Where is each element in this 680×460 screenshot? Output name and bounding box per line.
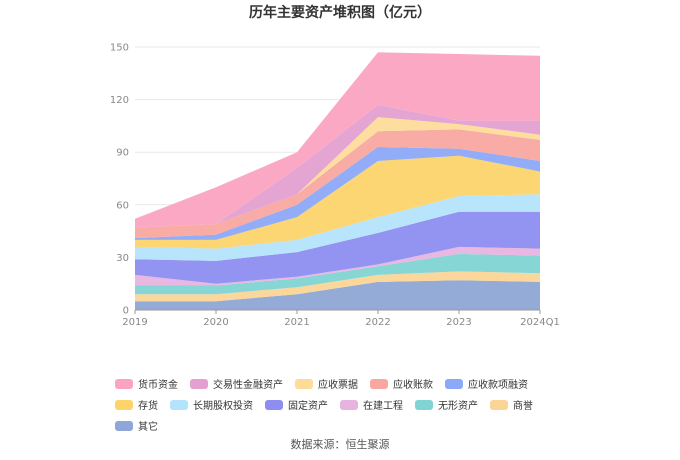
legend-swatch: [190, 378, 208, 389]
legend-swatch: [295, 378, 313, 389]
legend-swatch: [415, 399, 433, 410]
legend-item[interactable]: 无形资产: [415, 398, 478, 412]
legend-swatch: [115, 378, 133, 389]
legend-item[interactable]: 交易性金融资产: [190, 377, 283, 391]
area-series-9: [135, 129, 540, 239]
legend-item[interactable]: 存货: [115, 398, 158, 412]
legend-label: 存货: [138, 401, 158, 412]
legend-swatch: [445, 378, 463, 389]
legend-swatch: [340, 399, 358, 410]
legend-label: 应收票据: [318, 380, 358, 391]
legend-item[interactable]: 在建工程: [340, 398, 403, 412]
y-tick-label: 150: [110, 43, 129, 54]
legend-swatch: [115, 420, 133, 431]
area-series-5: [135, 211, 540, 284]
y-tick-label: 0: [123, 306, 129, 317]
y-tick-label: 120: [110, 95, 129, 106]
legend-label: 应收账款: [393, 380, 433, 391]
x-tick-label: 2021: [284, 317, 309, 328]
legend-label: 商誉: [513, 401, 533, 412]
area-series-1: [135, 280, 540, 310]
legend-swatch: [265, 399, 283, 410]
legend-item[interactable]: 应收款项融资: [445, 377, 528, 391]
legend-item[interactable]: 商誉: [490, 398, 533, 412]
area-series-4: [135, 246, 540, 286]
area-series-7: [135, 155, 540, 249]
x-tick-label: 2023: [446, 317, 471, 328]
data-source: 数据来源：恒生聚源: [290, 438, 390, 451]
y-tick-label: 30: [116, 253, 129, 264]
area-series-12: [135, 52, 540, 228]
legend-item[interactable]: 固定资产: [265, 398, 328, 412]
x-tick-label: 2019: [122, 317, 147, 328]
x-tick-label: 2020: [203, 317, 228, 328]
stacked-area-chart: 历年主要资产堆积图（亿元） 0 30 60 90 120 150 2019 2020 2021 2…: [110, 4, 560, 329]
legend-label: 其它: [138, 422, 158, 433]
area-series-8: [135, 146, 540, 240]
legend-label: 交易性金融资产: [213, 380, 283, 391]
legend-item[interactable]: 应收账款: [370, 377, 433, 391]
y-tick-label: 60: [116, 200, 129, 211]
x-tick-label: 2024Q1: [520, 317, 560, 328]
legend-swatch: [490, 399, 508, 410]
chart-title: 历年主要资产堆积图（亿元）: [249, 4, 431, 21]
legend-label: 应收款项融资: [468, 380, 528, 391]
legend-label: 固定资产: [288, 401, 328, 412]
legend-label: 无形资产: [438, 401, 478, 412]
legend-swatch: [115, 399, 133, 410]
legend: 货币资金 交易性金融资产 应收票据 应收账款 应收款项融资存货 长期股权投资 固定资产 在建工…: [115, 377, 575, 433]
legend-item[interactable]: 货币资金: [115, 377, 178, 391]
area-series-6: [135, 194, 540, 261]
axes: 0 30 60 90 120 150 2019 2020 2021 2022 2023 2024Q1: [110, 43, 560, 329]
legend-label: 货币资金: [138, 380, 178, 391]
area-series: [135, 52, 540, 310]
legend-label: 在建工程: [363, 401, 403, 412]
area-series-3: [135, 253, 540, 295]
legend-swatch: [370, 378, 388, 389]
x-tick-label: 2022: [365, 317, 390, 328]
legend-label: 长期股权投资: [193, 401, 253, 412]
y-tick-label: 90: [116, 148, 129, 159]
legend-item[interactable]: 其它: [115, 419, 158, 433]
legend-item[interactable]: 长期股权投资: [170, 398, 253, 412]
area-series-2: [135, 271, 540, 302]
legend-item[interactable]: 应收票据: [295, 377, 358, 391]
legend-swatch: [170, 399, 188, 410]
